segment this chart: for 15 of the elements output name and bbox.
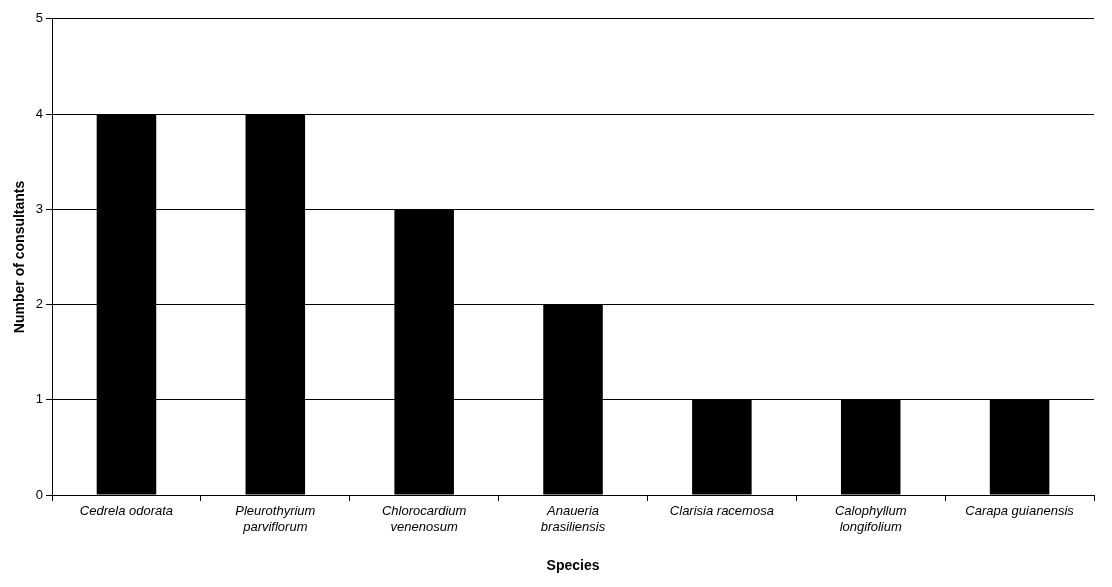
x-axis-title: Species (546, 557, 600, 574)
y-tick-label: 4 (35, 105, 44, 121)
y-tick-label: 3 (35, 200, 44, 216)
x-tick-label: Calophyllum longifolium (834, 503, 907, 535)
y-axis-title: Number of consultants (11, 180, 28, 334)
y-tick-label: 1 (35, 391, 44, 407)
x-tick-label: Anaueria brasiliensis (540, 503, 606, 535)
y-tick-label: 5 (35, 10, 44, 26)
y-tick-label: 0 (35, 486, 44, 502)
x-tick-label: Carapa guianensis (965, 503, 1075, 519)
x-tick-label: Pleurothyrium parviflorum (235, 503, 316, 535)
x-tick-label: Chlorocardium venenosum (381, 503, 467, 535)
y-tick-label: 2 (35, 296, 44, 312)
x-tick-label: Clarisia racemosa (669, 503, 774, 519)
x-tick-label: Cedrela odorata (79, 503, 174, 519)
